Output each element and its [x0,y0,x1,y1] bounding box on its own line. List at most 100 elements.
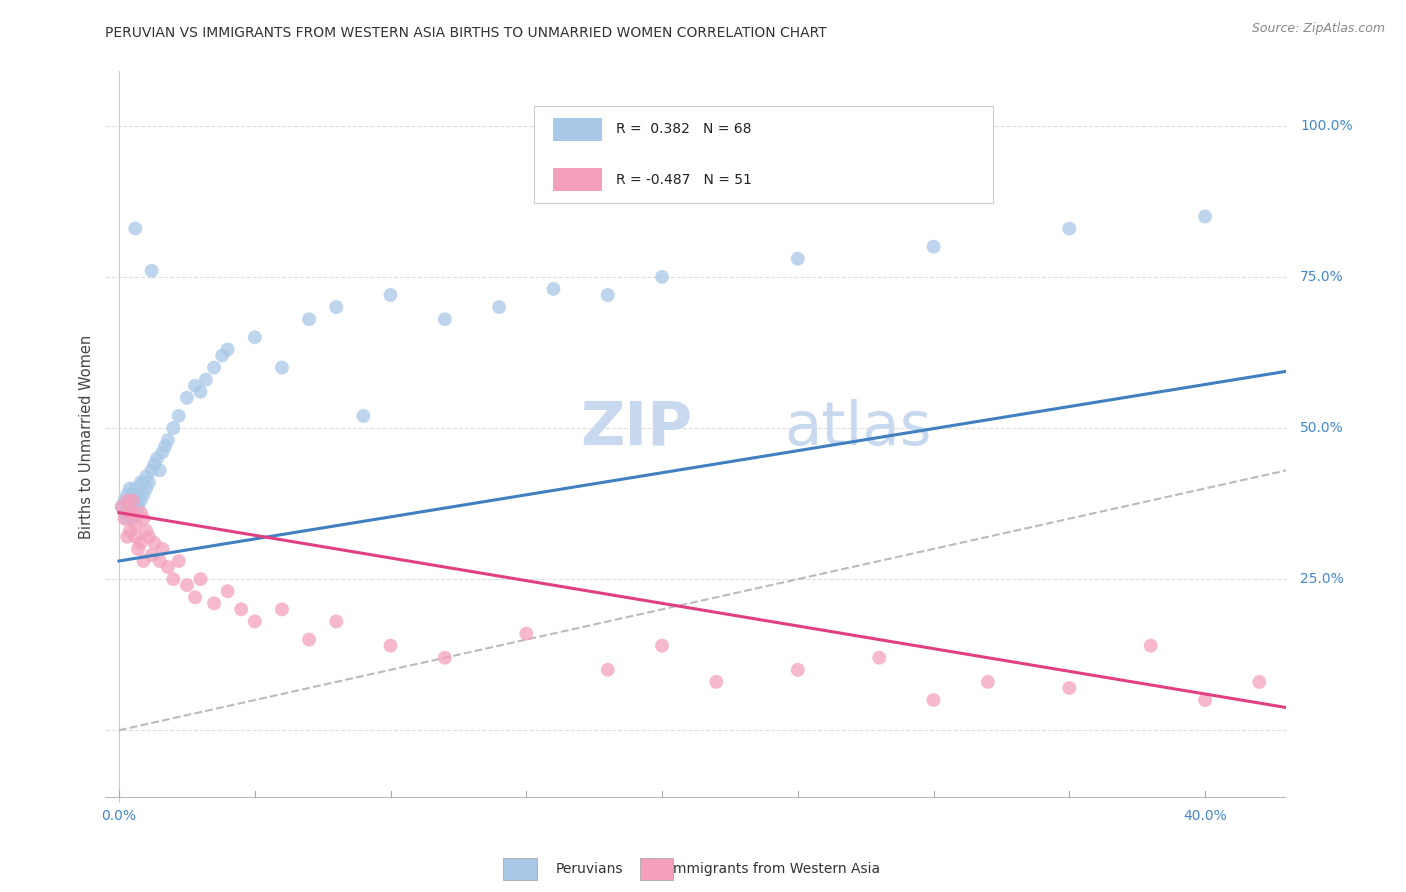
Text: 75.0%: 75.0% [1301,270,1344,284]
Point [149,554,172,568]
Point [143,457,166,471]
Point [325,615,347,629]
Point [115,487,138,501]
Point [149,463,172,477]
Point [114,493,136,508]
Point [124,493,146,508]
Point [488,300,510,314]
Point [118,493,141,508]
Point [152,445,174,459]
Point [127,541,149,556]
Text: 50.0%: 50.0% [1301,421,1344,435]
Point [129,536,152,550]
Point [176,578,198,592]
Point [922,693,945,707]
Point [211,349,233,363]
Text: Peruvians: Peruvians [555,862,623,876]
Point [202,360,225,375]
Point [194,373,217,387]
Text: Immigrants from Western Asia: Immigrants from Western Asia [669,862,880,876]
Point [124,517,146,532]
Point [190,572,212,586]
Point [651,269,673,284]
Point [651,639,673,653]
Point [115,500,138,514]
Point [433,650,456,665]
Point [156,560,179,574]
Point [433,312,456,326]
Point [115,530,138,544]
Point [231,602,253,616]
Point [127,487,149,501]
Point [132,487,155,501]
Point [146,451,169,466]
Point [143,536,166,550]
Point [704,674,727,689]
Point [596,663,619,677]
Point [596,288,619,302]
Point [141,548,163,562]
Text: ZIP: ZIP [581,399,693,458]
Point [115,493,138,508]
Point [121,500,143,514]
Point [127,500,149,514]
Point [129,493,152,508]
Point [124,482,146,496]
Point [121,511,143,525]
Point [111,500,134,514]
Point [325,300,347,314]
Point [543,282,565,296]
Point [1059,221,1081,235]
Text: R =  0.382   N = 68: R = 0.382 N = 68 [616,122,751,136]
Point [141,264,163,278]
Point [977,674,1000,689]
Point [124,221,146,235]
Point [184,591,207,605]
Point [118,524,141,538]
Point [141,463,163,477]
Point [176,391,198,405]
Point [118,506,141,520]
Point [1330,681,1353,695]
Bar [554,118,602,141]
Point [129,506,152,520]
FancyBboxPatch shape [534,106,993,202]
Point [135,482,157,496]
Point [786,663,808,677]
Point [132,475,155,490]
Point [162,421,184,435]
Text: R = -0.487   N = 51: R = -0.487 N = 51 [616,172,752,186]
Point [167,409,190,423]
Point [121,506,143,520]
Text: 25.0%: 25.0% [1301,572,1344,586]
Point [922,240,945,254]
Point [118,482,141,496]
Point [1194,693,1216,707]
Text: 40.0%: 40.0% [1184,809,1227,822]
Point [202,596,225,610]
Point [153,439,176,453]
Point [1249,674,1271,689]
Point [380,639,402,653]
Point [135,469,157,483]
Point [156,433,179,447]
Text: 100.0%: 100.0% [1301,119,1353,133]
Point [271,602,294,616]
Text: PERUVIAN VS IMMIGRANTS FROM WESTERN ASIA BIRTHS TO UNMARRIED WOMEN CORRELATION C: PERUVIAN VS IMMIGRANTS FROM WESTERN ASIA… [105,26,827,40]
Point [1139,639,1161,653]
Point [129,475,152,490]
Point [515,626,537,640]
Point [298,312,321,326]
Y-axis label: Births to Unmarried Women: Births to Unmarried Women [79,335,94,539]
Point [243,330,266,344]
Point [167,554,190,568]
Point [135,524,157,538]
Point [868,650,890,665]
Point [121,493,143,508]
Point [298,632,321,647]
Point [115,511,138,525]
Text: atlas: atlas [785,399,932,458]
Point [132,511,155,525]
Point [380,288,402,302]
Text: 0.0%: 0.0% [101,809,136,822]
